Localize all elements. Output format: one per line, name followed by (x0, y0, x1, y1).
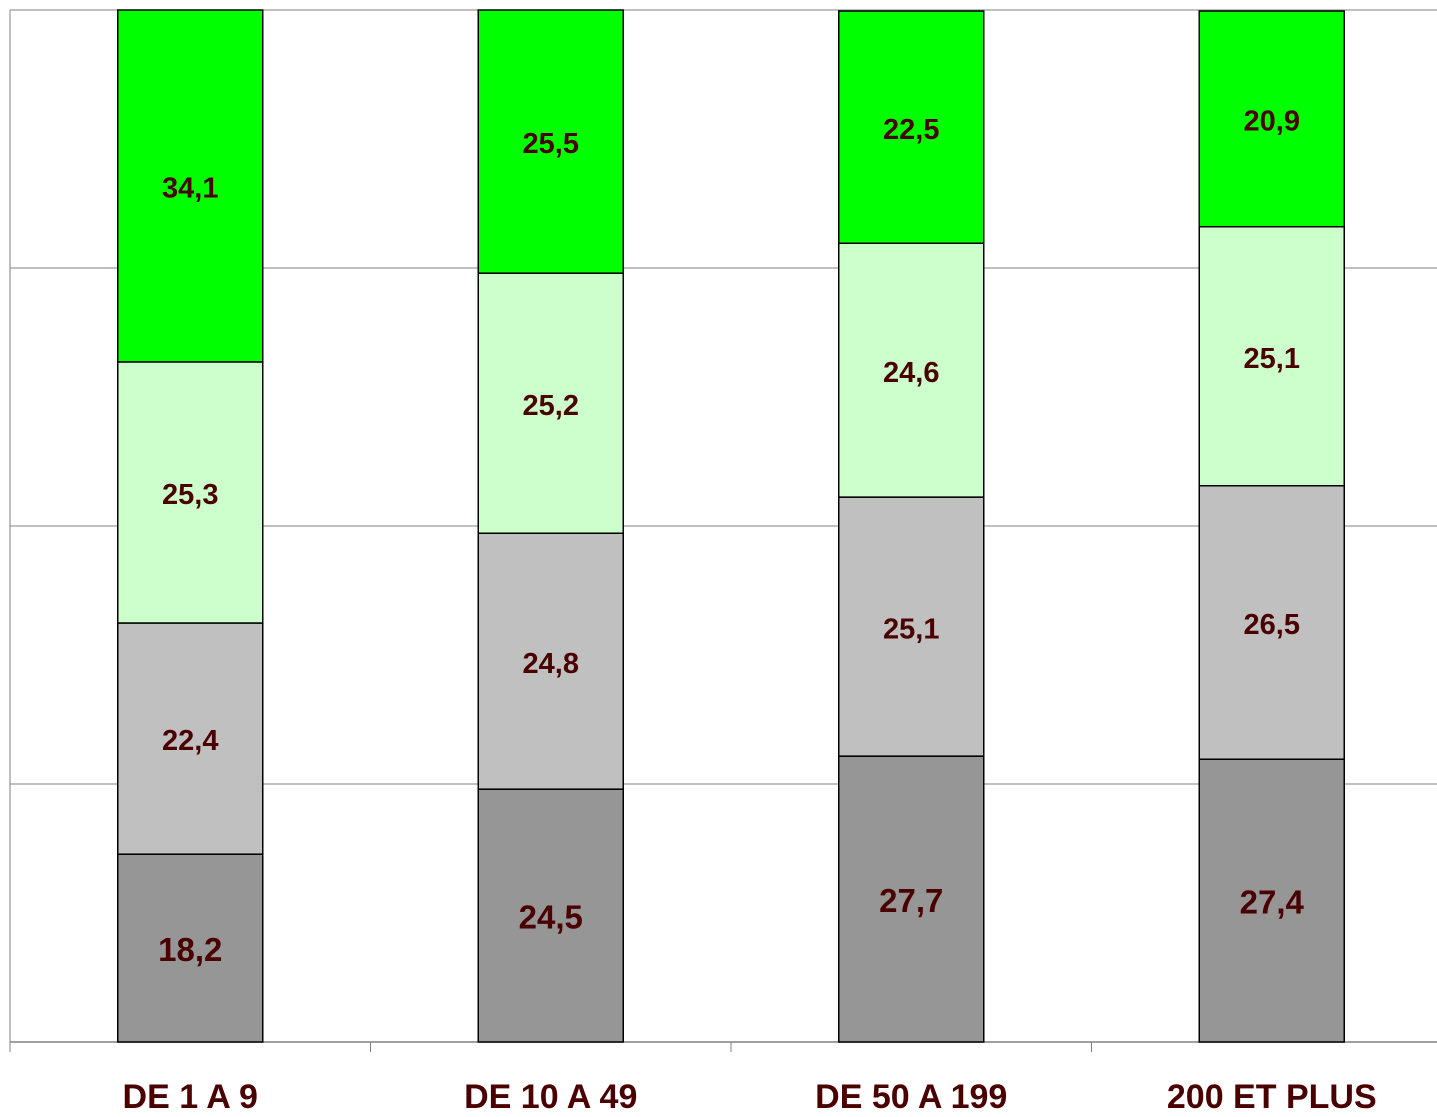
value-label: 18,2 (158, 931, 222, 968)
value-label: 24,6 (883, 357, 939, 389)
x-tick-label: 200 ET PLUS (1167, 1078, 1377, 1116)
bar-segment (838, 10, 985, 244)
bar-segment (117, 853, 264, 1043)
value-label: 25,2 (523, 390, 579, 422)
x-tick-label: DE 1 A 9 (123, 1078, 258, 1116)
value-label: 22,5 (883, 114, 939, 146)
bar-segment (117, 361, 264, 624)
value-label: 25,3 (162, 479, 218, 511)
value-label: 27,7 (879, 882, 943, 919)
bar-segment (117, 622, 264, 855)
value-label: 24,8 (523, 648, 579, 680)
bar-segment (117, 9, 264, 363)
value-label: 25,5 (523, 128, 579, 160)
bar-segment (477, 532, 624, 790)
bar-segment (1198, 485, 1345, 760)
bar-segment (838, 755, 985, 1043)
bar-segment (838, 496, 985, 757)
value-label: 26,5 (1244, 609, 1300, 641)
bar-segment (838, 242, 985, 498)
value-label: 34,1 (162, 173, 218, 205)
bar-segment (477, 788, 624, 1043)
value-label: 25,1 (883, 613, 939, 645)
value-label: 25,1 (1244, 343, 1300, 375)
value-label: 27,4 (1240, 883, 1305, 920)
value-label: 22,4 (162, 725, 218, 757)
bar-segment (1198, 225, 1345, 487)
x-tick-label: DE 10 A 49 (464, 1078, 637, 1116)
bar-segment (1198, 758, 1345, 1043)
x-tick-label: DE 50 A 199 (815, 1078, 1007, 1116)
bar-segment (477, 9, 624, 274)
value-label: 24,5 (519, 898, 583, 935)
value-label: 20,9 (1244, 106, 1300, 138)
bar-segment (1198, 10, 1345, 228)
bar-segment (477, 272, 624, 534)
